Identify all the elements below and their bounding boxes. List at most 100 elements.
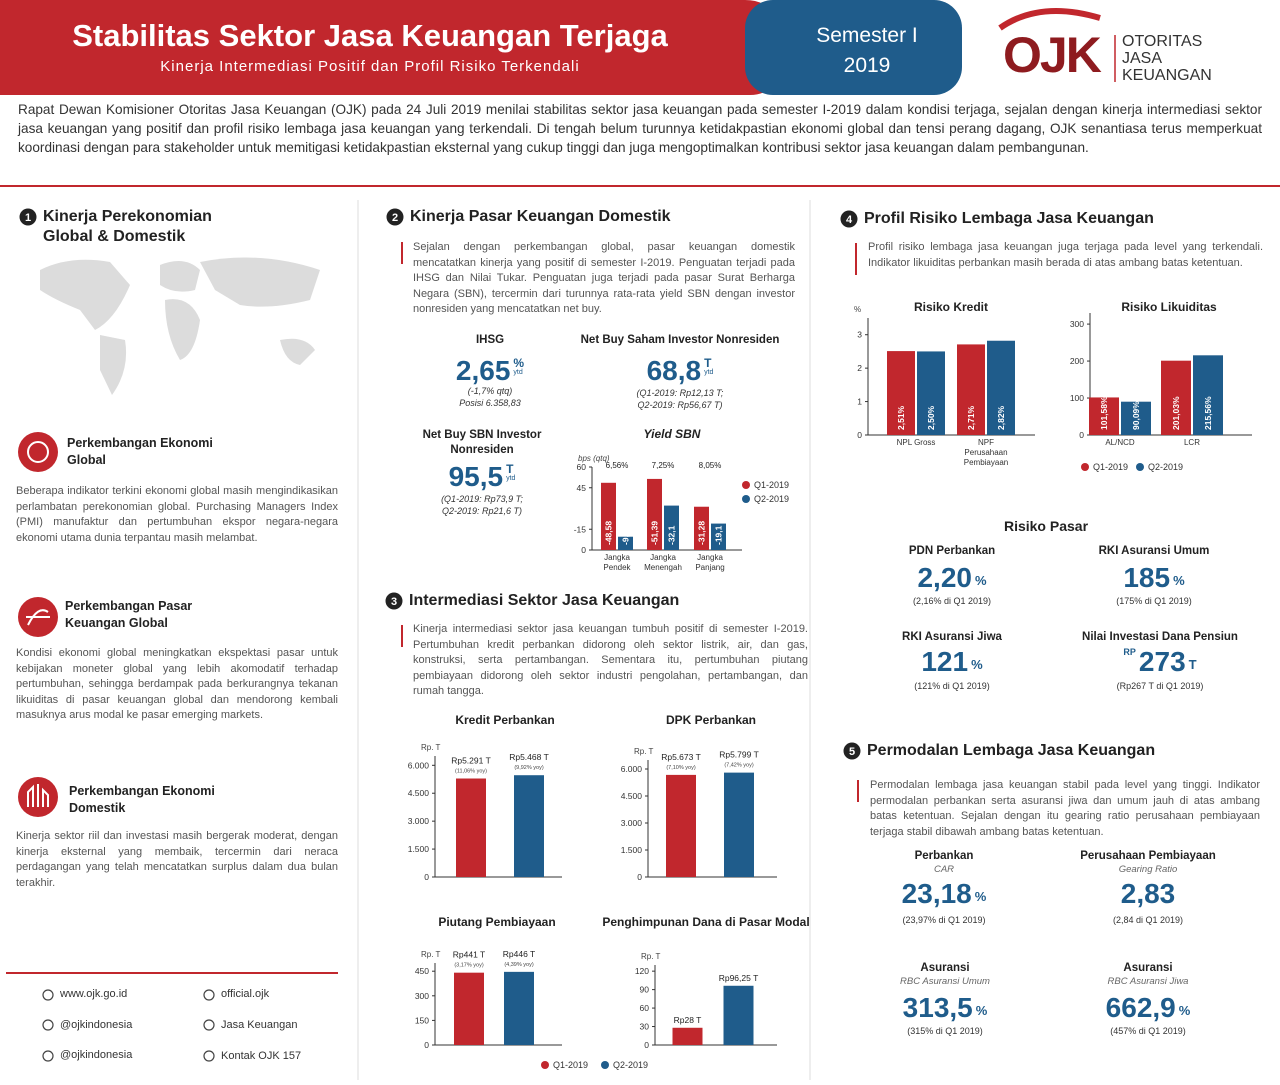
y-tick-label: 1.500 [408, 844, 430, 854]
metric-unit-box: % [976, 994, 988, 1017]
logo-text: KEUANGAN [1122, 67, 1212, 84]
value-label: 101,58% [1099, 396, 1109, 430]
value-label: Rp96,25 T [719, 973, 759, 983]
metric-note: (Q1-2019: Rp12,13 T; [636, 388, 724, 398]
item-text: Kondisi ekonomi global meningkatkan eksp… [16, 647, 338, 721]
annotation: 6,56% [606, 461, 629, 470]
intro: Rapat Dewan Komisioner Otoritas Jasa Keu… [18, 102, 1262, 155]
legend-label: Q2-2019 [1148, 462, 1183, 472]
y-tick-label: 3 [857, 330, 862, 340]
chart-title: DPK Perbankan [665, 713, 757, 727]
category-label: NPF Perusahaan Pembiayaan [963, 438, 1009, 467]
value-label: Rp446 T [503, 949, 535, 959]
metric-unit: % [513, 356, 525, 370]
chart-title: Penghimpunan Dana di Pasar Modal [602, 915, 810, 929]
section-number-bg [843, 742, 861, 760]
annotation: 8,05% [699, 461, 722, 470]
y-tick-label: 200 [1070, 356, 1084, 366]
section-number: 5 [849, 746, 855, 758]
section-text: Profil risiko lembaga jasa keuangan juga… [868, 241, 1263, 269]
metric-note: (Rp267 T di Q1 2019) [1116, 681, 1204, 691]
section-title: Kinerja Pasar Keuangan Domestik [410, 208, 671, 225]
metric-note: Q2-2019: Rp56,67 T) [637, 400, 723, 410]
metric-value-row: RP 273 T [1030, 648, 1280, 676]
metric-note: (2,84 di Q1 2019) [1112, 915, 1184, 925]
bar [724, 772, 754, 877]
section-number-bg [386, 208, 404, 226]
bar [666, 774, 696, 877]
metric-label: IHSG [475, 334, 505, 346]
y-tick-label: 45 [577, 483, 587, 493]
metric-value: 185 [1123, 562, 1171, 593]
legend-swatch [742, 481, 750, 489]
chart-title: Risiko Likuiditas [1121, 300, 1217, 314]
contact: Jasa Keuangan [221, 1019, 298, 1031]
metric-unit: T [506, 462, 514, 476]
metric-unit-sub: ytd [513, 369, 523, 376]
legend-swatch [742, 495, 750, 503]
section-text: Permodalan lembaga jasa keuangan stabil … [870, 779, 1260, 838]
metric-label: RKI Asuransi Jiwa [902, 631, 1002, 643]
bar [694, 506, 709, 550]
bar [987, 340, 1015, 435]
metric-label: Net Buy SBN Investor Nonresiden [422, 429, 542, 456]
metric-note: (2,16% di Q1 2019) [912, 596, 992, 606]
y-tick-label: 0 [644, 1040, 649, 1050]
metric-note: (-1,7% qtq) [467, 386, 513, 396]
metric-value: 95,5 [448, 461, 504, 492]
annotation: 7,25% [652, 461, 675, 470]
metric-sublabel: CAR [933, 864, 955, 875]
y-tick-label: 0 [637, 872, 642, 882]
metric-unit: % [974, 573, 987, 588]
value-label: Rp5.799 T [719, 750, 759, 760]
value-label: Rp5.673 T [661, 752, 701, 762]
value-label: -9,6 [621, 530, 631, 545]
bar [647, 478, 662, 550]
section-text: Kinerja intermediasi sektor jasa keuanga… [413, 623, 808, 697]
value-label: Rp28 T [674, 1015, 702, 1025]
y-tick-label: 1 [857, 397, 862, 407]
y-axis-label: Rp. T [421, 743, 441, 752]
metric-sublabel: Gearing Ratio [1118, 864, 1178, 875]
value-label: -31,28 [697, 521, 707, 545]
legend-swatch [1136, 463, 1144, 471]
y-tick-label: 450 [415, 966, 429, 976]
bar [456, 778, 486, 877]
metric-note: (Q1-2019: Rp73,9 T; [441, 494, 523, 504]
y-tick-label: 6.000 [408, 760, 430, 770]
section-number-bg [385, 592, 403, 610]
metric-value: 273 [1138, 646, 1186, 677]
bar [454, 972, 484, 1045]
bar [504, 971, 534, 1045]
y-tick-label: 90 [640, 985, 650, 995]
section-number-bg [19, 208, 37, 226]
contact: official.ojk [221, 988, 270, 1000]
chart-title: Risiko Kredit [913, 300, 988, 314]
section-number: 1 [25, 212, 31, 224]
y-tick-label: 2 [857, 363, 862, 373]
icon-glyphs [26, 441, 50, 807]
value-label: 2,51% [896, 405, 906, 430]
bar [1121, 401, 1151, 435]
value-note: (7,42% yoy) [724, 763, 754, 769]
legend-swatch [1081, 463, 1089, 471]
section-number: 3 [391, 596, 397, 608]
metric-sublabel: RBC Asuransi Jiwa [1107, 976, 1189, 987]
metric-unit-box: % [1179, 994, 1191, 1017]
section-title: Profil Risiko Lembaga Jasa Keuangan [864, 210, 1154, 227]
semester-box [745, 0, 962, 95]
item-title: Perkembangan Ekonomi Global [67, 436, 213, 467]
y-tick-label: 60 [640, 1003, 650, 1013]
y-axis-label: % [854, 305, 861, 314]
y-tick-label: 100 [1070, 393, 1084, 403]
metric-unit: % [974, 889, 987, 904]
metric-note: (175% di Q1 2019) [1116, 596, 1192, 606]
category-label: Jangka Panjang [695, 553, 725, 572]
metric-label: RKI Asuransi Umum [1098, 545, 1210, 557]
metric-unit: % [1173, 573, 1185, 588]
metric-unit: % [975, 1003, 988, 1018]
y-tick-label: 4.500 [621, 791, 643, 801]
